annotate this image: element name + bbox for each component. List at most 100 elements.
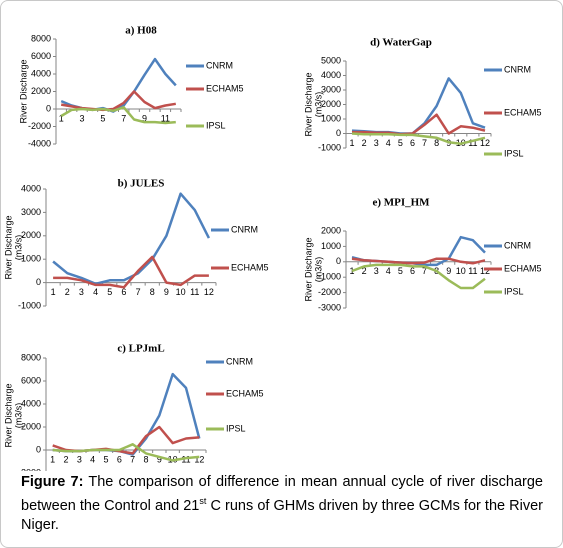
series-line xyxy=(351,257,486,265)
x-tick-label: 12 xyxy=(194,454,204,464)
series-line xyxy=(53,255,209,289)
y-axis-label: River Discharge xyxy=(3,215,13,279)
y-tick-label: 0 xyxy=(336,256,341,266)
y-tick-label: 4000 xyxy=(31,68,51,78)
y-tick-label: 6000 xyxy=(21,375,41,385)
chart-title: c) LPJmL xyxy=(117,343,164,355)
series-line xyxy=(351,77,486,135)
chart-title: a) H08 xyxy=(125,25,157,37)
y-tick-label: 2000 xyxy=(321,225,341,235)
legend-label: IPSL xyxy=(206,120,226,130)
y-tick-label: 2000 xyxy=(21,421,41,431)
y-tick-label: 0 xyxy=(46,103,51,113)
caption-text: The comparison of difference in mean ann… xyxy=(21,474,543,514)
legend-label: IPSL xyxy=(504,148,524,158)
y-tick-label: -1000 xyxy=(18,300,41,310)
legend-label: ECHAM5 xyxy=(504,107,542,117)
y-tick-label: 1000 xyxy=(321,113,341,123)
x-tick-label: 6 xyxy=(121,287,126,297)
x-tick-label: 5 xyxy=(100,113,105,123)
y-tick-label: -2000 xyxy=(18,467,41,471)
y-tick-label: 1000 xyxy=(21,254,41,264)
series-line xyxy=(52,192,211,286)
y-tick-label: 5000 xyxy=(321,55,341,65)
caption-superscript: st xyxy=(199,496,207,506)
legend-label: ECHAM5 xyxy=(504,263,542,273)
series-line xyxy=(352,113,486,136)
x-tick-label: 1 xyxy=(350,138,355,148)
x-tick-label: 1 xyxy=(59,113,64,123)
series-line xyxy=(52,443,200,462)
caption-text-after: C runs of GHMs driven by three GCMs for … xyxy=(21,497,543,533)
y-axis-label: (m3/s) xyxy=(13,403,23,429)
x-tick-label: 6 xyxy=(410,138,415,148)
x-tick-label: 2 xyxy=(63,454,68,464)
x-tick-label: 10 xyxy=(456,266,466,276)
x-tick-label: 11 xyxy=(468,266,477,276)
x-tick-label: 6 xyxy=(117,454,122,464)
x-tick-label: 11 xyxy=(181,454,190,464)
x-tick-label: 5 xyxy=(398,266,403,276)
legend-label: CNRM xyxy=(226,356,253,366)
y-tick-label: 4000 xyxy=(321,70,341,80)
y-tick-label: 2000 xyxy=(31,86,51,96)
x-tick-label: 7 xyxy=(130,454,135,464)
series-line xyxy=(60,106,176,125)
y-tick-label: -3000 xyxy=(318,302,341,312)
series-line xyxy=(351,263,486,290)
chart-title: b) JULES xyxy=(118,178,165,190)
x-tick-label: 9 xyxy=(164,287,169,297)
y-tick-label: -1000 xyxy=(318,272,341,282)
series-line xyxy=(351,132,486,145)
x-tick-label: 3 xyxy=(80,113,85,123)
y-tick-label: -1000 xyxy=(318,142,341,152)
caption-label: Figure 7: xyxy=(21,474,84,490)
x-tick-label: 9 xyxy=(446,266,451,276)
y-axis-label: River Discharge xyxy=(303,72,313,136)
y-tick-label: 4000 xyxy=(21,398,41,408)
y-axis-label: (m3/s) xyxy=(313,92,323,118)
series-line xyxy=(60,90,177,112)
series-line xyxy=(52,425,200,455)
y-tick-label: -4000 xyxy=(28,138,51,148)
x-tick-label: 8 xyxy=(150,287,155,297)
x-tick-label: 7 xyxy=(422,138,427,148)
x-tick-label: 12 xyxy=(204,287,214,297)
x-tick-label: 7 xyxy=(121,113,126,123)
legend-label: ECHAM5 xyxy=(206,83,244,93)
y-tick-label: 4000 xyxy=(21,183,41,193)
x-tick-label: 4 xyxy=(386,266,391,276)
x-tick-label: 7 xyxy=(422,266,427,276)
legend-label: CNRM xyxy=(504,240,531,250)
y-tick-label: 8000 xyxy=(31,33,51,43)
x-tick-label: 5 xyxy=(398,138,403,148)
x-tick-label: 1 xyxy=(350,266,355,276)
y-axis-label: River Discharge xyxy=(3,383,13,447)
legend-label: IPSL xyxy=(226,423,246,433)
y-tick-label: 2000 xyxy=(21,230,41,240)
x-tick-label: 4 xyxy=(93,287,98,297)
x-tick-label: 6 xyxy=(410,266,415,276)
caption: Figure 7: The comparison of difference i… xyxy=(21,473,543,535)
x-tick-label: 9 xyxy=(157,454,162,464)
y-axis-label: (m3/s) xyxy=(13,235,23,261)
x-tick-label: 7 xyxy=(136,287,141,297)
x-tick-label: 4 xyxy=(386,138,391,148)
x-tick-label: 3 xyxy=(79,287,84,297)
y-tick-label: 1000 xyxy=(321,241,341,251)
y-tick-label: 3000 xyxy=(321,84,341,94)
chart-title: e) MPI_HM xyxy=(372,197,430,209)
y-tick-label: -2000 xyxy=(28,121,51,131)
x-tick-label: 3 xyxy=(374,138,379,148)
series-line xyxy=(60,57,177,113)
x-tick-label: 1 xyxy=(50,454,55,464)
y-tick-label: 0 xyxy=(336,128,341,138)
x-tick-label: 5 xyxy=(107,287,112,297)
y-axis-label: (m3/s) xyxy=(313,257,323,283)
legend-label: ECHAM5 xyxy=(226,388,264,398)
y-tick-label: 6000 xyxy=(31,51,51,61)
x-tick-label: 12 xyxy=(480,266,490,276)
y-axis-label: River Discharge xyxy=(303,237,313,301)
charts: a) H08 River Discharge -4000 -2000 0 2000 4000… xyxy=(3,25,542,471)
legend-label: IPSL xyxy=(504,286,524,296)
